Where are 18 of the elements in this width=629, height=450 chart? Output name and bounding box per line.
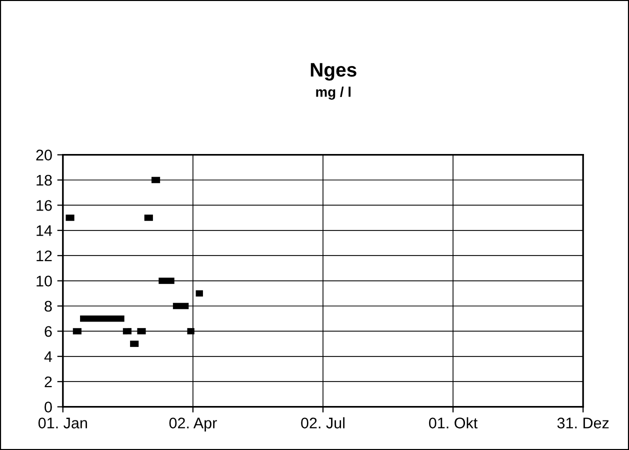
y-tick-label: 10 <box>36 276 52 286</box>
x-tick-label: 01. Okt <box>429 417 478 428</box>
chart-subtitle: mg / l <box>316 86 351 100</box>
y-tick-label: 18 <box>36 174 52 186</box>
y-tick-label: 4 <box>44 351 52 362</box>
x-tick-label: 02. Apr <box>169 418 217 432</box>
y-tick-label: 20 <box>36 150 52 160</box>
x-tick-label: 02. Jul <box>301 417 344 428</box>
chart-title: Nges <box>310 63 356 81</box>
y-tick-label: 6 <box>44 326 52 337</box>
y-tick-label: 2 <box>44 376 52 388</box>
y-tick-label: 14 <box>36 225 52 236</box>
y-tick-label: 12 <box>36 250 52 262</box>
y-tick-label: 8 <box>44 300 52 312</box>
y-tick-label: 16 <box>36 200 52 211</box>
x-tick-label: 31. Dez <box>557 418 609 428</box>
y-tick-label: 0 <box>44 402 52 412</box>
x-tick-label: 01. Jan <box>38 418 87 428</box>
